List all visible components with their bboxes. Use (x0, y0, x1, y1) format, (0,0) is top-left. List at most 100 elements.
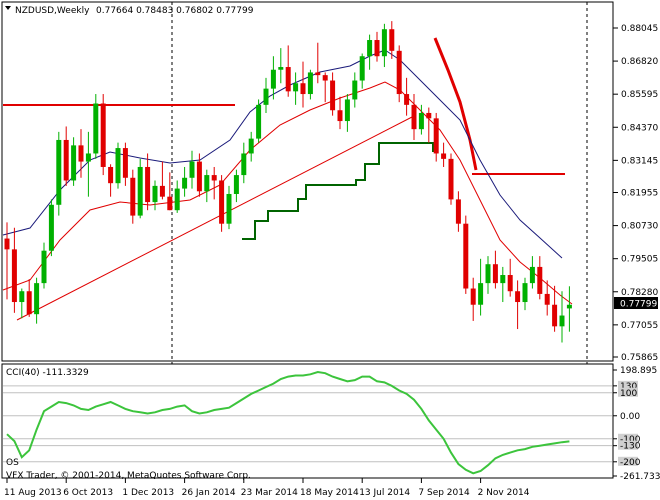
candle[interactable] (115, 142, 121, 189)
candle-body (337, 110, 343, 122)
candle[interactable] (404, 77, 410, 116)
price-tick-label: 0.75865 (621, 353, 658, 363)
drawn-objects (2, 37, 573, 321)
candle[interactable] (211, 166, 217, 200)
candle[interactable] (352, 72, 358, 108)
candle[interactable] (167, 172, 173, 211)
candle[interactable] (130, 169, 136, 224)
time-axis[interactable]: 11 Aug 2013 6 Oct 2013 1 Dec 2013 26 Jan 20… (4, 478, 530, 498)
candle[interactable] (219, 175, 225, 232)
candle[interactable] (93, 94, 99, 159)
price-tick-label: 0.81955 (621, 189, 658, 199)
candle[interactable] (544, 280, 550, 316)
candle[interactable] (204, 169, 210, 203)
candle[interactable] (48, 199, 54, 257)
candle[interactable] (263, 77, 269, 113)
candle[interactable] (196, 153, 202, 197)
candle[interactable] (315, 42, 321, 84)
candle[interactable] (4, 222, 10, 300)
candle[interactable] (233, 169, 239, 203)
candle[interactable] (56, 131, 62, 216)
candle[interactable] (278, 48, 284, 84)
candle[interactable] (441, 142, 447, 167)
candle[interactable] (300, 61, 306, 108)
bold-downtrend-line[interactable] (433, 37, 478, 171)
candle[interactable] (552, 285, 558, 332)
price-tick-label: 0.85595 (621, 90, 658, 100)
candle[interactable] (285, 45, 291, 97)
candle[interactable] (396, 45, 402, 103)
candle[interactable] (189, 150, 195, 189)
candle[interactable] (537, 256, 543, 300)
candle[interactable] (492, 250, 498, 289)
candle[interactable] (559, 291, 565, 343)
candle[interactable] (463, 215, 469, 294)
candle[interactable] (418, 104, 424, 135)
candle-body (11, 249, 17, 303)
candle[interactable] (293, 72, 299, 105)
candle[interactable] (270, 56, 276, 100)
candle[interactable] (374, 31, 380, 62)
candle-body (411, 104, 417, 130)
candle[interactable] (182, 166, 188, 197)
candle[interactable] (100, 94, 106, 176)
candle[interactable] (307, 69, 313, 100)
candle[interactable] (433, 112, 439, 162)
candle[interactable] (529, 256, 535, 289)
time-tick-label: 6 Oct 2013 (63, 488, 113, 498)
candle[interactable] (330, 72, 336, 116)
candle[interactable] (485, 256, 491, 294)
candle[interactable] (426, 107, 432, 143)
candle[interactable] (19, 288, 25, 319)
candle[interactable] (145, 153, 151, 211)
candle[interactable] (26, 279, 32, 317)
candle[interactable] (34, 277, 40, 324)
candle[interactable] (381, 23, 387, 68)
candle[interactable] (71, 137, 77, 186)
candle[interactable] (152, 180, 158, 211)
candle[interactable] (256, 99, 262, 143)
candle[interactable] (41, 242, 47, 289)
candle-body (344, 99, 350, 122)
candle[interactable] (515, 280, 521, 330)
candle[interactable] (500, 266, 506, 303)
candle[interactable] (337, 96, 343, 130)
candle[interactable] (174, 180, 180, 213)
candle[interactable] (389, 21, 395, 59)
symbol-dropdown-icon[interactable] (5, 6, 11, 10)
trend-line[interactable] (16, 116, 413, 321)
candle[interactable] (159, 161, 165, 200)
candle[interactable] (85, 131, 91, 197)
candle[interactable] (11, 227, 17, 313)
candle[interactable] (522, 277, 528, 311)
candle[interactable] (122, 142, 128, 186)
candle[interactable] (322, 72, 328, 103)
candle[interactable] (108, 164, 114, 197)
price-axis[interactable]: 0.88045 0.86820 0.85595 0.84370 0.83145 0.819… (613, 24, 658, 363)
candle[interactable] (507, 258, 513, 297)
cci-panel[interactable] (1, 363, 614, 479)
candle[interactable] (411, 94, 417, 140)
candle[interactable] (478, 258, 484, 316)
cci-tick-label: -100 (620, 435, 641, 445)
candle[interactable] (359, 53, 365, 89)
candle[interactable] (367, 34, 373, 70)
candle[interactable] (241, 142, 247, 184)
candle[interactable] (78, 129, 84, 178)
candle[interactable] (248, 131, 254, 162)
candle[interactable] (63, 126, 69, 186)
candle[interactable] (470, 277, 476, 321)
candle[interactable] (448, 153, 454, 205)
candle-body (441, 153, 447, 159)
candle[interactable] (226, 185, 232, 230)
candle[interactable] (344, 94, 350, 132)
support-ladder[interactable] (242, 142, 434, 240)
price-tick-label: 0.86820 (621, 57, 658, 67)
candle[interactable] (137, 158, 143, 219)
candle[interactable] (455, 191, 461, 232)
moving-average-fast[interactable] (2, 49, 563, 259)
candle[interactable] (566, 286, 572, 332)
price-panel[interactable] (1, 1, 614, 362)
